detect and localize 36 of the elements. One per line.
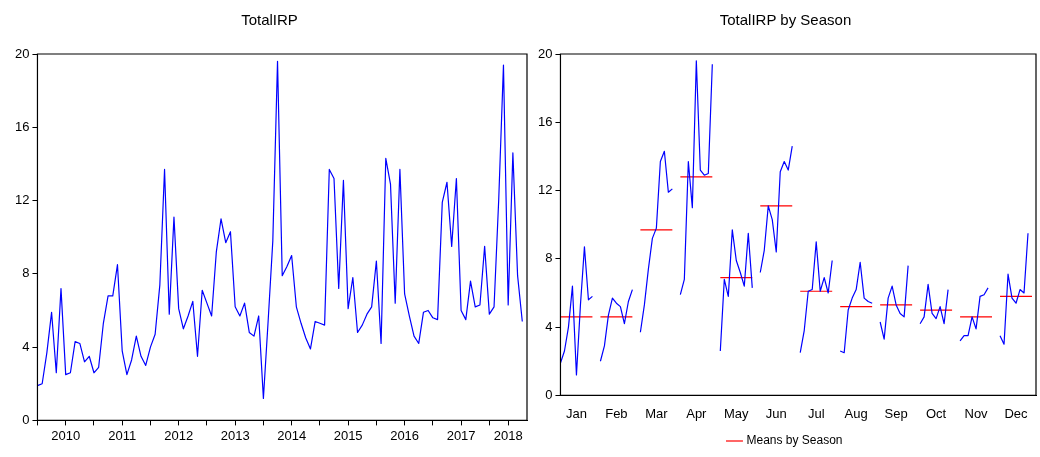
chart-title: TotalIRP: [241, 11, 298, 29]
x-tick-label: 2014: [277, 427, 307, 443]
x-tick-label: May: [724, 405, 750, 421]
y-tick-label: 12: [14, 192, 30, 208]
x-tick-label: Aug: [844, 405, 868, 421]
x-tick-label: Feb: [605, 405, 628, 421]
legend-label: Means by Season: [746, 433, 843, 448]
x-tick-label: 2010: [51, 427, 81, 443]
y-tick-label: 12: [537, 182, 553, 198]
x-tick-label: Apr: [686, 405, 708, 421]
y-tick-label: 8: [545, 250, 553, 266]
x-tick-label: Sep: [884, 405, 908, 421]
x-tick-label: 2011: [108, 427, 137, 443]
y-tick-label: 0: [22, 411, 30, 427]
x-tick-label: Mar: [645, 405, 669, 421]
x-tick-label: Jul: [807, 405, 825, 421]
x-tick-label: Oct: [925, 405, 947, 421]
y-tick-label: 20: [14, 45, 30, 61]
x-tick-label: 2015: [333, 427, 363, 443]
y-tick-label: 8: [22, 265, 30, 281]
x-tick-label: 2013: [220, 427, 250, 443]
x-tick-label: Jun: [765, 405, 787, 421]
y-tick-label: 4: [545, 318, 553, 334]
x-tick-label: Nov: [964, 405, 989, 421]
x-tick-label: Dec: [1004, 405, 1029, 421]
y-tick-label: 0: [545, 386, 553, 402]
y-tick-label: 4: [22, 338, 30, 354]
x-tick-label: 2017: [446, 427, 476, 443]
y-tick-label: 16: [14, 118, 30, 134]
y-tick-label: 16: [537, 113, 553, 129]
x-tick-label: 2016: [390, 427, 420, 443]
chart-title: TotalIRP by Season: [719, 11, 852, 29]
x-tick-label: Jan: [565, 405, 587, 421]
x-tick-label: 2012: [164, 427, 194, 443]
x-tick-label: 2018: [493, 427, 523, 443]
y-tick-label: 20: [537, 45, 553, 61]
